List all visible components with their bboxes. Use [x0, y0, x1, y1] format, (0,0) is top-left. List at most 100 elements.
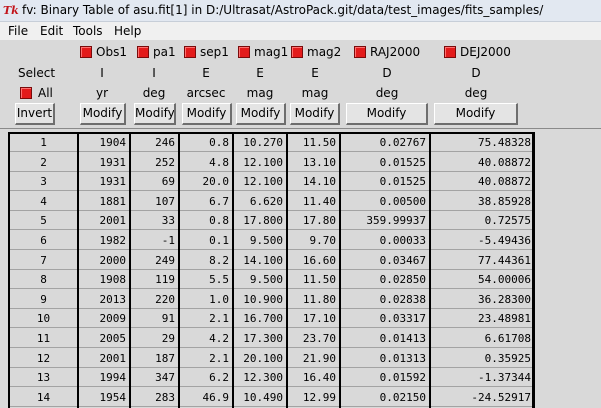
cell-sep1[interactable]: 6.2 [209, 371, 229, 385]
cell-dej2000[interactable]: 40.08872 [478, 155, 531, 169]
cell-pa1[interactable]: 69 [161, 175, 175, 189]
row-number[interactable]: 5 [40, 214, 47, 228]
invert-selection-button[interactable]: Invert [15, 103, 55, 125]
cell-dej2000[interactable]: 23.48981 [478, 312, 531, 326]
cell-mag1[interactable]: 17.300 [243, 332, 283, 345]
cell-raj2000[interactable]: 0.03467 [379, 253, 426, 267]
cell-pa1[interactable]: 283 [155, 390, 175, 404]
cell-obs1[interactable]: 1954 [99, 390, 127, 404]
cell-obs1[interactable]: 1982 [99, 234, 127, 247]
cell-raj2000[interactable]: 0.00500 [379, 194, 426, 208]
cell-mag1[interactable]: 6.620 [249, 194, 283, 208]
cell-pa1[interactable]: -1 [161, 234, 175, 247]
cell-dej2000[interactable]: 0.35925 [484, 351, 531, 365]
cell-mag2[interactable]: 14.10 [302, 175, 336, 189]
cell-dej2000[interactable]: -24.52917 [471, 390, 531, 404]
cell-mag2[interactable]: 16.60 [302, 253, 336, 267]
select-all-checkbox[interactable] [20, 87, 32, 99]
cell-sep1[interactable]: 1.0 [209, 292, 229, 306]
cell-pa1[interactable]: 252 [155, 155, 175, 169]
cell-pa1[interactable]: 246 [155, 136, 175, 149]
cell-sep1[interactable]: 0.8 [209, 214, 229, 228]
menu-edit[interactable]: Edit [40, 24, 64, 38]
cell-obs1[interactable]: 1904 [99, 136, 127, 149]
cell-pa1[interactable]: 107 [155, 194, 175, 208]
cell-mag1[interactable]: 17.800 [243, 214, 283, 228]
cell-dej2000[interactable]: -5.49436 [478, 234, 531, 247]
cell-raj2000[interactable]: 0.02767 [379, 136, 426, 149]
cell-mag2[interactable]: 21.90 [302, 351, 336, 365]
cell-obs1[interactable]: 2001 [99, 214, 127, 228]
row-number[interactable]: 7 [40, 253, 47, 267]
row-number[interactable]: 12 [36, 351, 51, 365]
cell-dej2000[interactable]: 36.28300 [478, 292, 531, 306]
row-number[interactable]: 6 [40, 234, 47, 247]
cell-mag1[interactable]: 10.490 [243, 390, 283, 404]
cell-mag2[interactable]: 11.50 [302, 136, 336, 149]
cell-dej2000[interactable]: 6.61708 [484, 332, 531, 345]
cell-mag1[interactable]: 14.100 [243, 253, 283, 267]
row-number[interactable]: 10 [36, 312, 51, 326]
cell-pa1[interactable]: 187 [155, 351, 175, 365]
modify-dej2000-button[interactable]: Modify [434, 103, 518, 125]
cell-dej2000[interactable]: 77.44361 [478, 253, 531, 267]
cell-obs1[interactable]: 2005 [99, 332, 127, 345]
cell-mag1[interactable]: 12.300 [243, 371, 283, 385]
cell-mag1[interactable]: 10.900 [243, 292, 283, 306]
cell-mag2[interactable]: 9.70 [309, 234, 337, 247]
cell-sep1[interactable]: 5.5 [209, 273, 229, 287]
row-number[interactable]: 14 [36, 390, 51, 404]
cell-mag1[interactable]: 10.270 [243, 136, 283, 149]
cell-mag2[interactable]: 11.40 [302, 194, 336, 208]
title-bar[interactable]: Tk fv: Binary Table of asu.fit[1] in D:/… [0, 0, 601, 22]
cell-raj2000[interactable]: 0.01592 [379, 371, 426, 385]
cell-pa1[interactable]: 91 [161, 312, 175, 326]
cell-pa1[interactable]: 119 [155, 273, 175, 287]
modify-mag1-button[interactable]: Modify [236, 103, 286, 125]
column-checkbox-mag2[interactable] [291, 46, 303, 58]
cell-mag2[interactable]: 12.99 [302, 390, 336, 404]
cell-sep1[interactable]: 8.2 [209, 253, 229, 267]
modify-pa1-button[interactable]: Modify [134, 103, 176, 125]
column-checkbox-mag1[interactable] [238, 46, 250, 58]
cell-sep1[interactable]: 4.2 [209, 332, 229, 345]
row-number[interactable]: 13 [36, 371, 51, 385]
cell-mag1[interactable]: 16.700 [243, 312, 283, 326]
cell-obs1[interactable]: 1931 [99, 175, 127, 189]
cell-sep1[interactable]: 4.8 [209, 155, 229, 169]
cell-raj2000[interactable]: 0.02838 [379, 292, 426, 306]
cell-obs1[interactable]: 1931 [99, 155, 127, 169]
cell-sep1[interactable]: 0.1 [209, 234, 229, 247]
column-checkbox-dej2000[interactable] [444, 46, 456, 58]
column-checkbox-raj2000[interactable] [354, 46, 366, 58]
cell-mag1[interactable]: 12.100 [243, 155, 283, 169]
cell-obs1[interactable]: 1908 [99, 273, 127, 287]
modify-mag2-button[interactable]: Modify [290, 103, 340, 125]
cell-raj2000[interactable]: 0.01525 [379, 175, 426, 189]
cell-mag2[interactable]: 17.10 [302, 312, 336, 326]
column-checkbox-obs1[interactable] [80, 46, 92, 58]
cell-obs1[interactable]: 1881 [99, 194, 127, 208]
row-number[interactable]: 9 [40, 292, 47, 306]
cell-pa1[interactable]: 220 [155, 292, 175, 306]
cell-sep1[interactable]: 2.1 [209, 351, 229, 365]
cell-dej2000[interactable]: 54.00006 [478, 273, 531, 287]
cell-obs1[interactable]: 1994 [99, 371, 127, 385]
row-number[interactable]: 1 [40, 136, 47, 149]
menu-help[interactable]: Help [114, 24, 142, 38]
cell-raj2000[interactable]: 0.01313 [379, 351, 426, 365]
cell-dej2000[interactable]: 40.08872 [478, 175, 531, 189]
cell-sep1[interactable]: 0.8 [209, 136, 229, 149]
cell-mag2[interactable]: 11.50 [302, 273, 336, 287]
cell-pa1[interactable]: 29 [161, 332, 175, 345]
cell-pa1[interactable]: 33 [161, 214, 175, 228]
cell-raj2000[interactable]: 0.02150 [379, 390, 426, 404]
cell-mag1[interactable]: 9.500 [249, 234, 283, 247]
cell-pa1[interactable]: 347 [155, 371, 175, 385]
row-number[interactable]: 3 [40, 175, 47, 189]
cell-raj2000[interactable]: 0.00033 [379, 234, 426, 247]
cell-mag2[interactable]: 17.80 [302, 214, 336, 228]
row-number[interactable]: 4 [40, 194, 47, 208]
row-number[interactable]: 11 [36, 332, 51, 345]
cell-mag2[interactable]: 23.70 [302, 332, 336, 345]
